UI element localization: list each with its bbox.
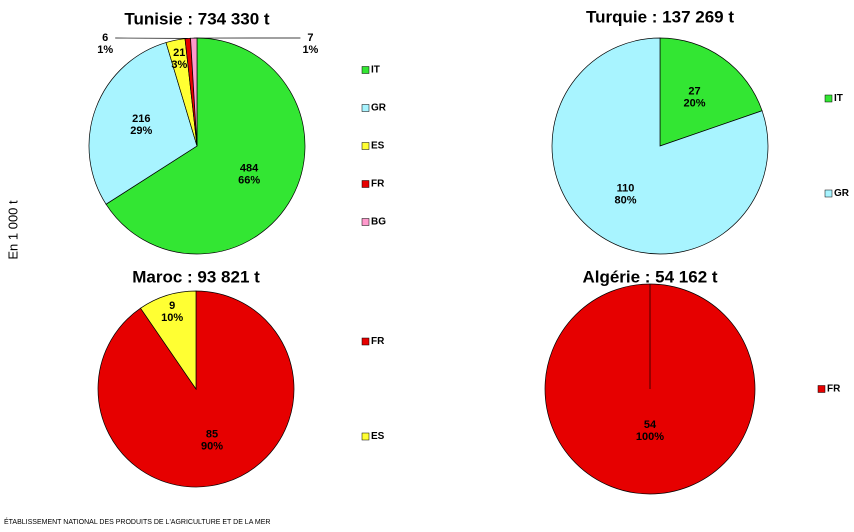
value-label: 27 xyxy=(688,86,700,98)
percent-label: 80% xyxy=(615,194,637,206)
pie-title: Turquie : 137 269 t xyxy=(586,7,734,26)
legend-label: IT xyxy=(371,65,380,76)
pie-slice xyxy=(659,37,763,147)
legend-swatch xyxy=(361,337,370,346)
axis-label: En 1 000 t xyxy=(5,200,20,260)
pie-slice xyxy=(551,37,769,255)
percent-label: 29% xyxy=(130,125,152,137)
percent-label: 90% xyxy=(201,440,223,452)
value-label: 9 xyxy=(169,300,175,312)
percent-label: 3% xyxy=(171,59,187,71)
percent-label: 20% xyxy=(683,98,705,110)
legend-swatch xyxy=(824,94,833,103)
pie-title: Maroc : 93 821 t xyxy=(132,267,260,286)
legend-swatch xyxy=(824,189,833,198)
pie-slice xyxy=(105,37,306,255)
legend-label: GR xyxy=(371,103,387,114)
legend-label: ES xyxy=(371,431,385,442)
legend-swatch xyxy=(361,66,370,74)
legend-label: FR xyxy=(371,336,385,347)
legend-label: ES xyxy=(371,141,385,152)
value-label: 216 xyxy=(132,113,150,125)
legend-label: BG xyxy=(371,217,386,228)
legend-label: FR xyxy=(827,384,841,395)
legend-swatch xyxy=(817,385,826,393)
legend-swatch xyxy=(361,218,370,226)
pie-title: Tunisie : 734 330 t xyxy=(124,9,270,28)
value-label: 85 xyxy=(206,428,218,440)
percent-label: 66% xyxy=(238,174,260,186)
percent-label: 100% xyxy=(636,431,664,443)
percent-label: 1% xyxy=(97,44,113,56)
legend-swatch xyxy=(361,180,370,188)
legend-label: GR xyxy=(834,188,850,199)
pie-slice xyxy=(140,290,197,391)
pie-title: Algérie : 54 162 t xyxy=(582,267,717,286)
legend-swatch xyxy=(361,104,370,112)
value-label: 21 xyxy=(173,47,185,59)
value-label: 110 xyxy=(617,182,635,194)
legend-swatch xyxy=(361,142,370,150)
value-label: 484 xyxy=(240,162,259,174)
value-label: 6 xyxy=(102,32,108,44)
percent-label: 1% xyxy=(302,44,318,56)
value-label: 7 xyxy=(307,32,313,44)
percent-label: 10% xyxy=(161,312,183,324)
value-label: 54 xyxy=(644,419,657,431)
legend-label: FR xyxy=(371,179,385,190)
pie-slice xyxy=(88,42,198,205)
footer: ÉTABLISSEMENT NATIONAL DES PRODUITS DE L… xyxy=(4,517,271,526)
legend-label: IT xyxy=(834,93,843,104)
legend-swatch xyxy=(361,432,370,441)
